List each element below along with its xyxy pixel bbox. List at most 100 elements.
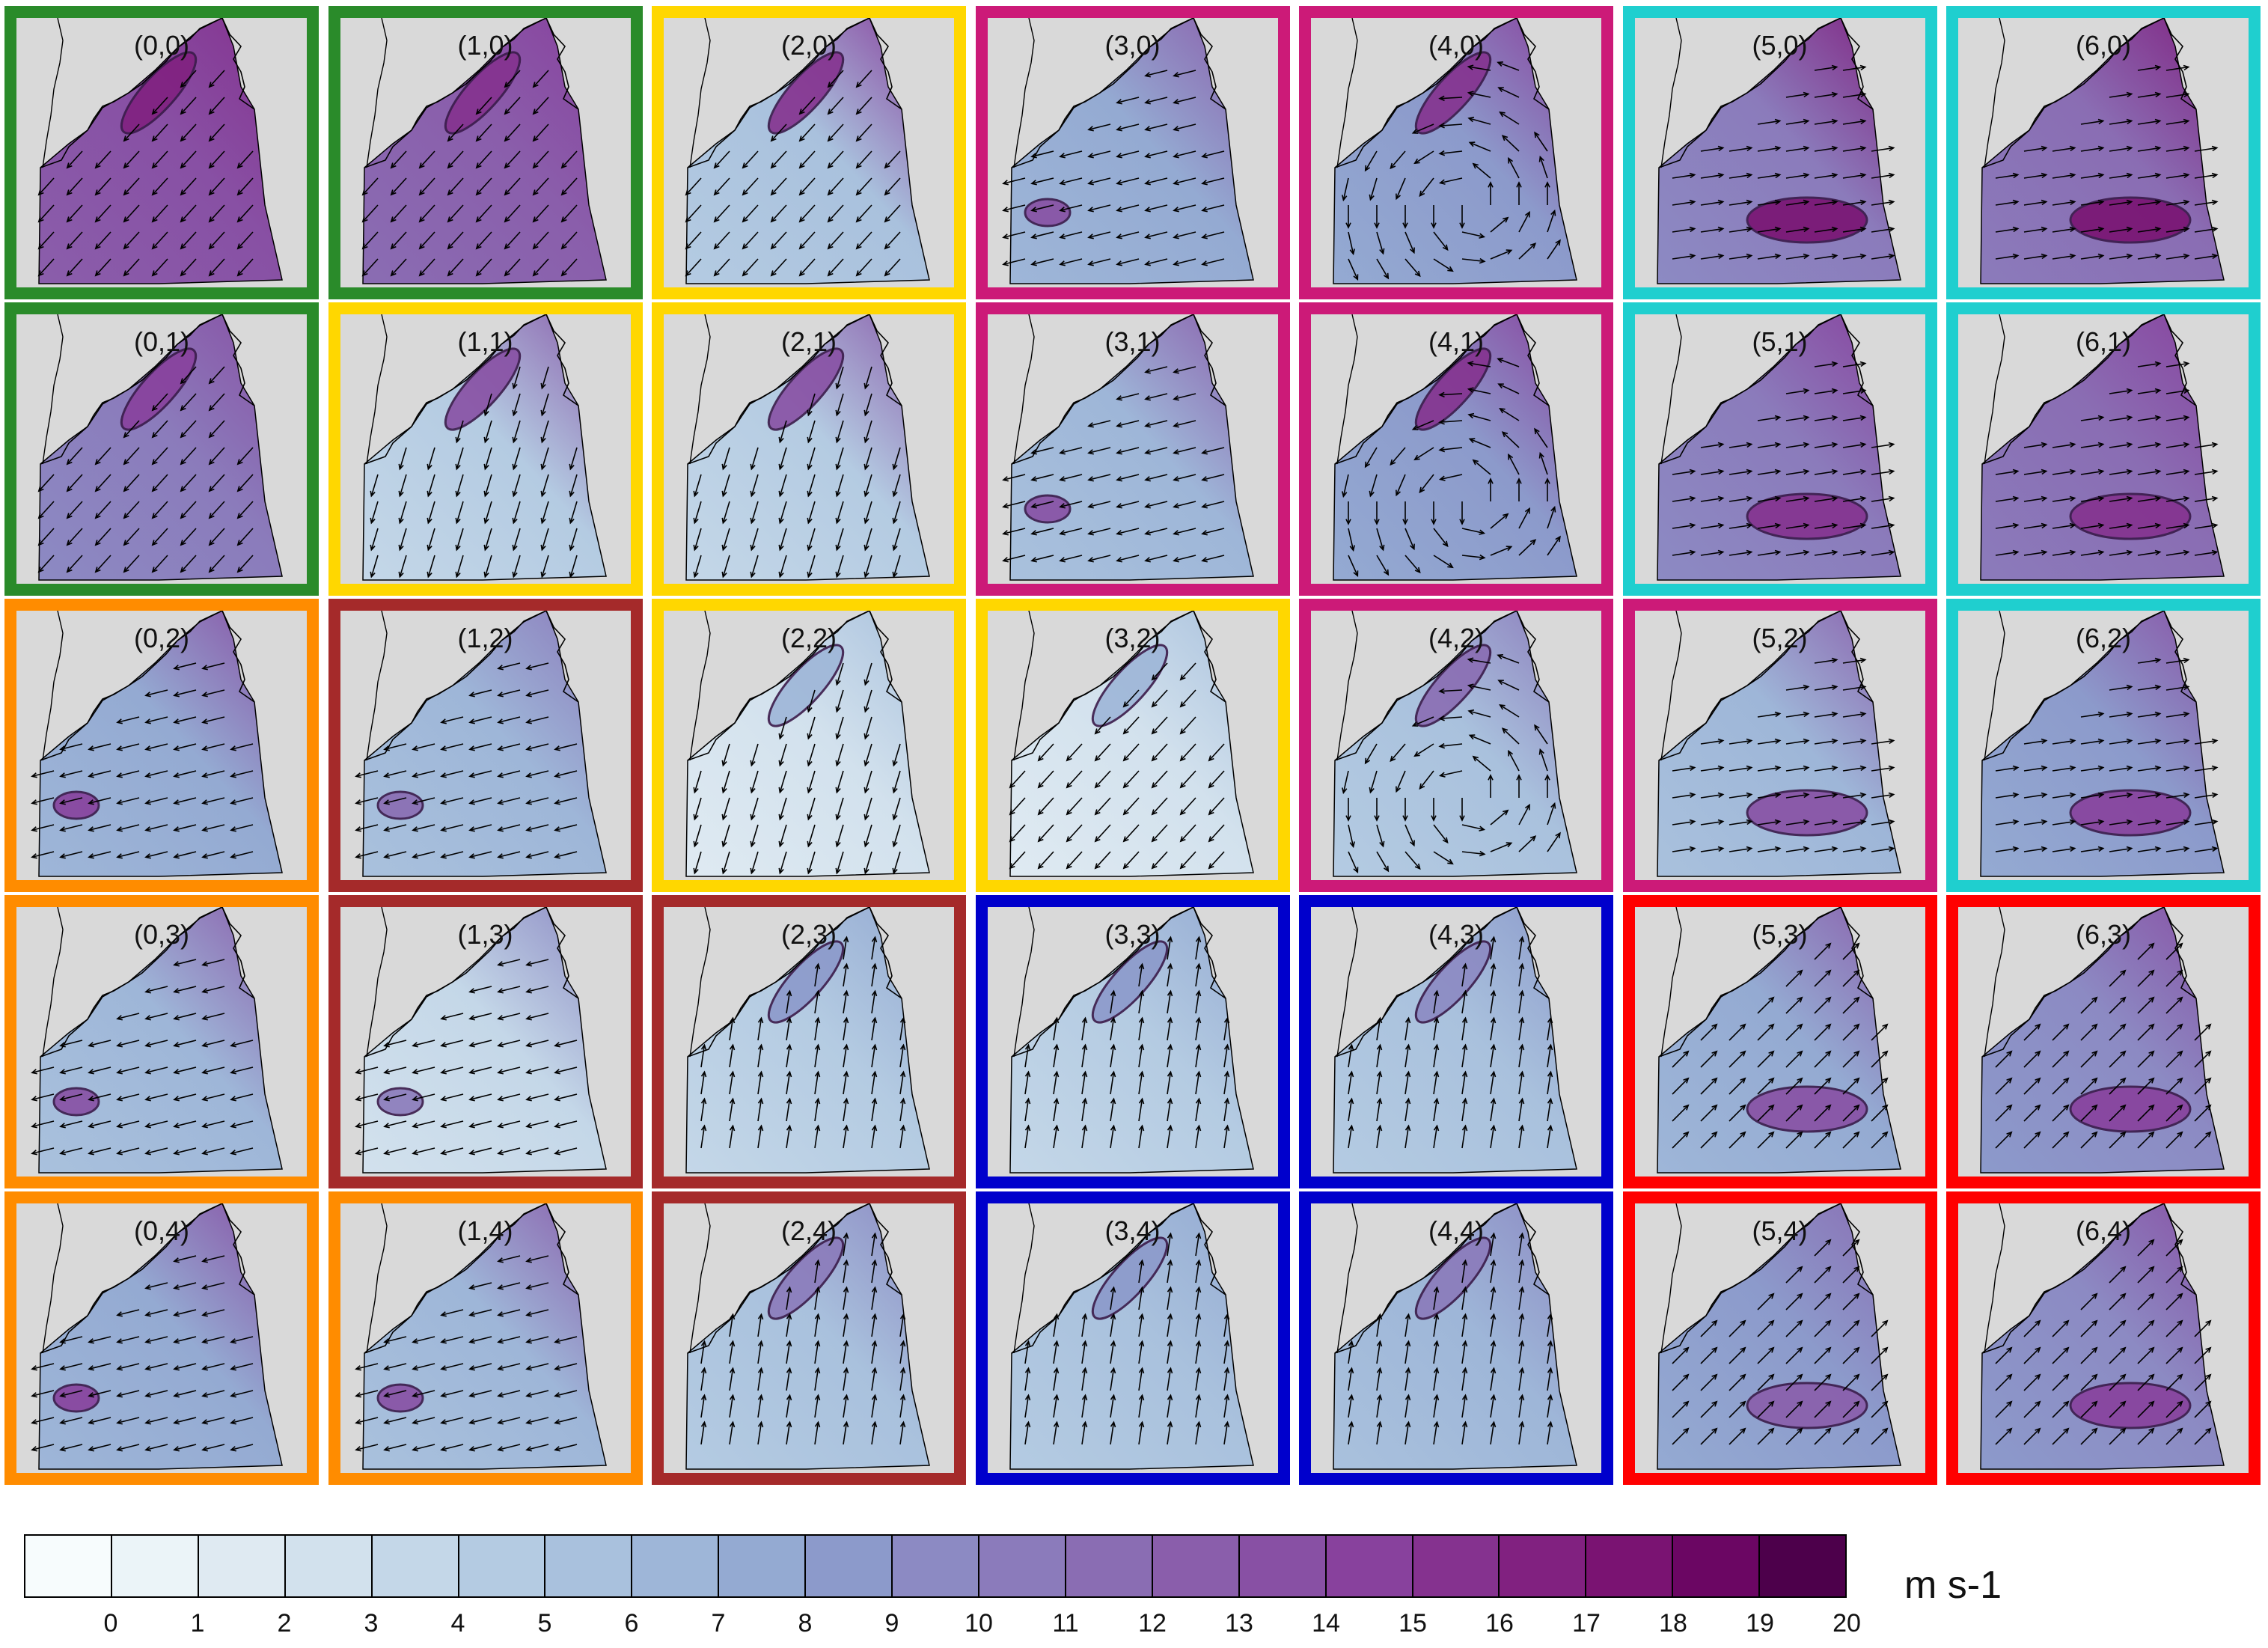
wind-vector [721,824,730,848]
wind-vector [729,1420,736,1445]
wind-vector [201,1147,225,1156]
panel-label: (6,1) [2075,326,2132,357]
wind-vector [116,1147,140,1156]
wind-vector [1671,1400,1690,1418]
wind-vector [1115,474,1139,482]
coastline [1334,1203,1550,1354]
wind-vector [843,1394,849,1418]
wind-vector [208,123,225,142]
wind-vector [1547,505,1556,529]
wind-speed-map [16,18,307,287]
wind-vector [504,150,521,169]
wind-vector [1194,1070,1201,1095]
wind-vector [390,150,407,169]
wind-vector [1143,123,1167,132]
map-panel: (0,1) [4,302,319,596]
wind-vector [835,366,844,390]
wind-vector [116,716,140,724]
wind-vector [236,528,254,546]
wind-speed-map [987,18,1278,287]
wind-speed-map [1958,611,2249,880]
wind-vector [1459,501,1465,525]
wind-vector [2165,1050,2183,1068]
wind-vector [31,1066,55,1075]
wind-vector [1672,819,1696,825]
wind-vector [496,986,520,994]
wind-vector [2194,1373,2212,1391]
wind-vector [2023,738,2048,745]
map-panel: (5,0) [1622,6,1937,299]
wind-vector [1813,1400,1832,1418]
wind-vector [2052,1427,2070,1445]
western-coastline [1660,18,1682,168]
wind-vector [835,797,844,821]
wind-vector [1814,522,1838,529]
wind-vector [1842,145,1866,152]
wind-vector [116,770,140,778]
wind-vector [454,528,464,552]
wind-vector [892,851,901,875]
wind-vector [180,97,197,115]
wind-vector [236,258,254,277]
wind-vector [1518,1313,1525,1337]
wind-vector [496,797,520,805]
wind-vector [1757,792,1781,799]
wind-vector [525,1390,548,1398]
wind-vector [201,1066,225,1075]
wind-vector [525,797,548,805]
wind-vector [1058,501,1082,509]
wind-vector [208,150,225,169]
wind-vector [1404,258,1421,278]
wind-vector [1995,522,2020,529]
colorbar-tick-label: 0 [103,1609,118,1638]
wind-vector [778,474,787,498]
wind-vector [1728,1319,1746,1337]
wind-vector [1785,199,1809,206]
wind-vector [553,1390,577,1398]
wind-vector [693,501,702,525]
wind-vector [2109,684,2133,691]
western-coastline [1984,907,2005,1058]
wind-vector [2137,118,2162,125]
wind-vector [1058,204,1082,213]
wind-vector [1814,765,1838,772]
wind-vector [123,474,140,492]
wind-vector [439,1120,463,1129]
wind-vector [1467,657,1491,664]
wind-vector [439,1093,463,1102]
wind-vector [208,70,225,88]
wind-vector [1052,1070,1059,1095]
wind-vector [525,662,548,671]
wind-vector [1348,824,1355,849]
wind-vector [1433,1420,1440,1445]
colorbar-swatch [806,1536,893,1596]
wind-vector [201,824,225,832]
coastline [1981,1203,2197,1354]
wind-vector [1995,172,2020,179]
wind-vector [151,501,168,519]
wind-vector [700,1097,707,1122]
wind-vector [855,70,872,88]
wind-vector [1671,1131,1690,1149]
wind-vector [1516,181,1522,205]
wind-vector [390,231,407,250]
wind-speed-map [987,1203,1278,1473]
wind-vector [411,1066,435,1075]
wind-vector [66,555,83,573]
wind-vector [807,501,816,525]
wind-vector [1842,765,1866,772]
western-coastline [1336,907,1358,1058]
wind-vector [1842,711,1866,718]
wind-vector [31,824,55,832]
wind-vector [354,1093,378,1102]
wind-vector [151,528,168,546]
wind-speed-field [38,1203,283,1470]
wind-vector [1842,792,1866,799]
wind-vector [1348,555,1359,578]
wind-vector [511,501,521,525]
wind-vector [2109,495,2133,502]
map-panel: (4,2) [1299,599,1613,892]
wind-vector [864,555,872,579]
wind-vector [1700,226,1724,233]
wind-vector [1166,1313,1173,1337]
